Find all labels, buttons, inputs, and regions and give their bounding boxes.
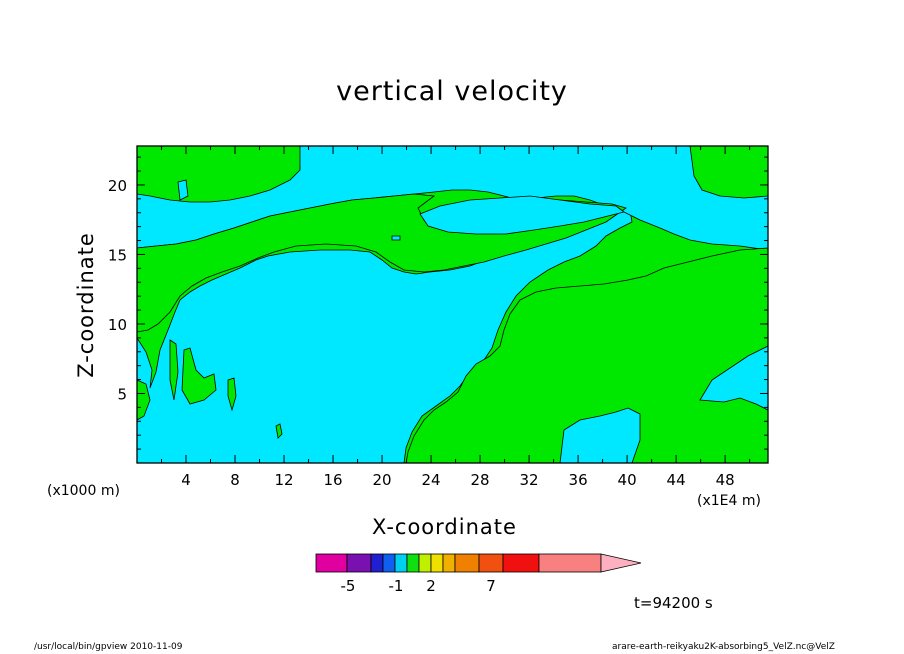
x-axis-label: X-coordinate bbox=[372, 515, 517, 539]
y-tick-label: 10 bbox=[108, 316, 127, 334]
y-axis-label: Z-coordinate bbox=[74, 232, 98, 378]
colorbar-cell bbox=[346, 553, 372, 573]
x-tick-label: 16 bbox=[323, 471, 342, 489]
x-tick-label: 48 bbox=[716, 471, 735, 489]
colorbar-cell bbox=[382, 553, 396, 573]
x-axis: 4 8 12 16 20 24 28 32 36 40 44 48 bbox=[161, 146, 751, 489]
colorbar-label: -5 bbox=[341, 577, 356, 595]
colorbar-cell bbox=[430, 553, 444, 573]
x-tick-label: 36 bbox=[569, 471, 588, 489]
x-tick-label: 24 bbox=[422, 471, 441, 489]
x-unit-note-left: (x1000 m) bbox=[47, 483, 120, 499]
colorbar-label: 2 bbox=[426, 577, 436, 595]
colorbar-label: 7 bbox=[486, 577, 496, 595]
colorbar-cell bbox=[406, 553, 420, 573]
contour-fill bbox=[137, 146, 768, 463]
x-tick-label: 4 bbox=[181, 471, 191, 489]
footer-right: arare-earth-reikyaku2K-absorbing5_VelZ.n… bbox=[612, 642, 835, 652]
colorbar-arrow bbox=[600, 553, 642, 573]
colorbar-cell bbox=[370, 553, 384, 573]
y-axis: 5 10 15 20 bbox=[108, 156, 768, 450]
colorbar-cell bbox=[502, 553, 540, 573]
colorbar-cell bbox=[442, 553, 456, 573]
colorbar-cell bbox=[454, 553, 480, 573]
footer-left: /usr/local/bin/gpview 2010-11-09 bbox=[34, 642, 183, 652]
time-label: t=94200 s bbox=[634, 594, 713, 612]
x-tick-label: 32 bbox=[520, 471, 539, 489]
colorbar-cell bbox=[538, 553, 602, 573]
plot-frame bbox=[136, 145, 769, 464]
y-tick-label: 5 bbox=[117, 385, 127, 403]
x-tick-label: 20 bbox=[373, 471, 392, 489]
colorbar-cell bbox=[394, 553, 408, 573]
x-tick-label: 28 bbox=[471, 471, 490, 489]
y-tick-label: 20 bbox=[108, 177, 127, 195]
x-tick-label: 12 bbox=[274, 471, 293, 489]
y-tick-label: 15 bbox=[108, 246, 127, 264]
colorbar-cell bbox=[418, 553, 432, 573]
x-tick-label: 44 bbox=[667, 471, 686, 489]
colorbar: -5 -1 2 7 bbox=[315, 553, 642, 595]
chart-title: vertical velocity bbox=[336, 76, 568, 107]
x-unit-note-right: (x1E4 m) bbox=[697, 493, 761, 509]
colorbar-cell bbox=[315, 553, 348, 573]
colorbar-label: -1 bbox=[389, 577, 404, 595]
x-tick-label: 8 bbox=[230, 471, 240, 489]
colorbar-cell bbox=[478, 553, 504, 573]
x-tick-label: 40 bbox=[618, 471, 637, 489]
